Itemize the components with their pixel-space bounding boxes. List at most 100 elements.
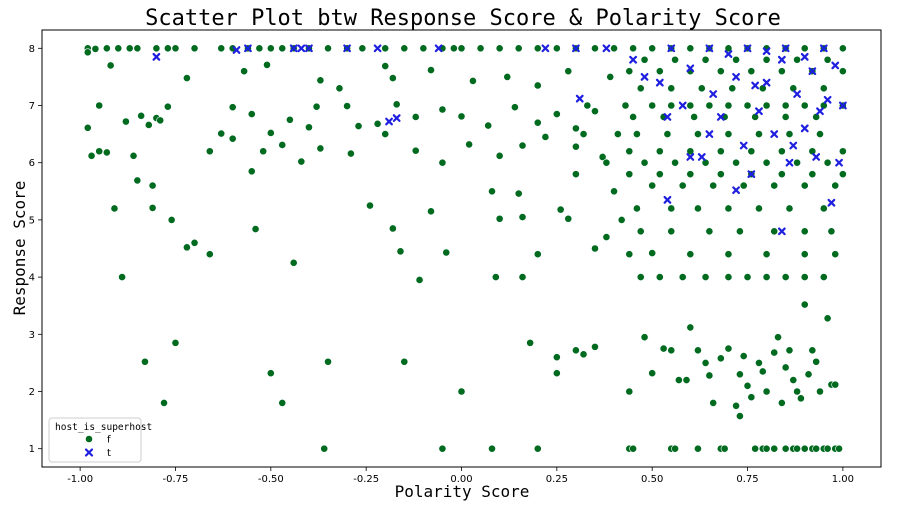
data-point-f <box>781 101 790 110</box>
data-point-f <box>751 113 760 121</box>
data-point-t <box>777 55 786 64</box>
data-point-f <box>572 142 580 151</box>
data-point-f <box>762 158 771 167</box>
data-point-f <box>102 148 111 157</box>
data-point-f <box>285 115 294 124</box>
data-point-f <box>716 354 725 363</box>
data-point-f <box>400 357 409 366</box>
y-tick-label: 7 <box>29 101 35 112</box>
data-point-f <box>667 204 676 213</box>
data-point-f <box>720 444 729 453</box>
data-point-t <box>831 61 840 70</box>
data-point-f <box>648 44 657 53</box>
data-point-f <box>812 357 821 366</box>
data-point-f <box>674 376 683 384</box>
data-point-f <box>556 205 565 214</box>
data-point-f <box>629 113 638 121</box>
data-point-f <box>316 76 325 85</box>
data-point-f <box>514 189 523 198</box>
data-point-t <box>793 90 802 98</box>
data-point-t <box>663 113 672 121</box>
data-point-t <box>678 101 687 110</box>
data-point-f <box>716 170 725 179</box>
data-point-f <box>785 346 794 355</box>
data-point-f <box>755 130 763 139</box>
data-point-f <box>625 67 634 76</box>
data-point-f <box>755 358 763 367</box>
data-point-f <box>388 74 397 82</box>
data-point-f <box>797 394 805 403</box>
data-point-t <box>705 44 714 53</box>
data-point-f <box>606 73 615 81</box>
data-point-f <box>114 44 123 53</box>
data-point-f <box>667 84 676 93</box>
data-point-f <box>411 146 420 155</box>
data-point-f <box>838 170 847 179</box>
data-point-f <box>255 44 264 53</box>
data-point-t <box>392 114 401 122</box>
data-point-t <box>747 170 756 179</box>
data-point-f <box>144 121 153 129</box>
data-point-f <box>442 248 451 257</box>
data-point-f <box>190 44 199 53</box>
data-point-f <box>636 227 645 236</box>
legend-label-t: t <box>107 448 111 459</box>
data-point-f <box>125 44 134 53</box>
x-tick-label: 0.25 <box>546 474 568 485</box>
data-point-f <box>488 444 496 453</box>
data-point-f <box>751 444 760 453</box>
data-point-f <box>102 44 111 53</box>
data-point-f <box>831 380 840 389</box>
data-point-f <box>819 101 828 110</box>
data-point-f <box>701 55 710 64</box>
data-point-f <box>247 110 256 118</box>
data-point-f <box>613 130 622 139</box>
data-point-f <box>671 158 679 167</box>
data-point-f <box>724 101 733 110</box>
data-point-f <box>358 44 367 53</box>
data-point-f <box>278 44 287 53</box>
data-point-f <box>91 44 100 53</box>
data-point-f <box>838 44 847 53</box>
data-point-f <box>476 44 485 53</box>
data-point-f <box>488 187 496 196</box>
data-point-f <box>625 170 634 179</box>
data-point-f <box>762 250 771 259</box>
data-point-t <box>800 52 809 61</box>
legend: host_is_superhost f t <box>48 417 152 463</box>
data-point-f <box>133 176 142 185</box>
y-tick-label: 4 <box>29 273 35 284</box>
data-point-f <box>819 204 828 213</box>
data-point-f <box>205 147 214 156</box>
data-point-f <box>591 342 599 351</box>
data-point-f <box>347 149 355 158</box>
data-point-f <box>118 273 126 281</box>
data-point-f <box>183 243 191 252</box>
data-point-f <box>777 399 786 407</box>
data-point-f <box>762 101 771 110</box>
data-point-f <box>655 273 664 281</box>
data-point-f <box>278 399 287 407</box>
legend-box <box>48 417 142 463</box>
data-point-f <box>240 67 249 76</box>
data-point-f <box>701 358 710 367</box>
data-point-t <box>819 44 828 53</box>
data-point-f <box>552 353 561 362</box>
y-axis: 1 2 3 4 5 6 7 8 <box>29 44 42 455</box>
data-point-t <box>716 113 725 121</box>
data-point-f <box>278 141 287 149</box>
data-point-f <box>289 258 298 267</box>
data-point-f <box>793 387 801 396</box>
x-tick-label: -0.25 <box>353 474 379 485</box>
data-point-f <box>743 381 752 390</box>
data-point-f <box>724 44 733 53</box>
data-point-f <box>648 101 657 110</box>
data-point-f <box>686 323 695 332</box>
data-point-f <box>762 387 771 396</box>
data-point-t <box>667 44 676 53</box>
data-point-t <box>743 44 752 53</box>
data-point-f <box>122 117 130 126</box>
data-point-f <box>427 207 435 216</box>
data-point-f <box>415 276 424 284</box>
data-point-f <box>686 170 695 179</box>
